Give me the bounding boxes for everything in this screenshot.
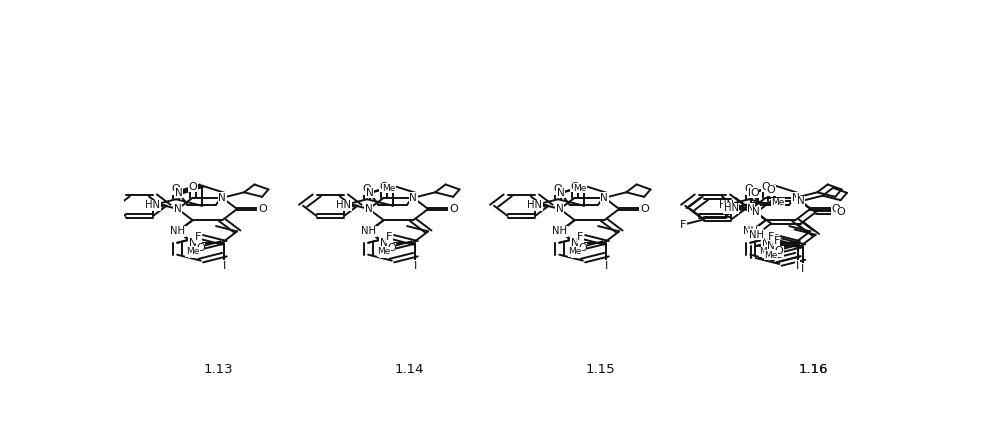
Text: O: O bbox=[745, 184, 753, 194]
Text: HN: HN bbox=[336, 200, 352, 210]
Text: NH: NH bbox=[748, 230, 763, 240]
Text: O: O bbox=[363, 184, 372, 194]
Text: I: I bbox=[801, 264, 804, 274]
Text: N: N bbox=[557, 188, 565, 198]
Text: N: N bbox=[767, 241, 775, 251]
Text: NH: NH bbox=[744, 226, 758, 236]
Text: O: O bbox=[761, 182, 770, 192]
Text: N: N bbox=[791, 193, 799, 203]
Text: O: O bbox=[571, 182, 580, 192]
Text: O: O bbox=[449, 204, 458, 214]
Text: F: F bbox=[680, 220, 686, 230]
Text: NH: NH bbox=[553, 226, 568, 236]
Text: N: N bbox=[747, 204, 754, 214]
Text: O: O bbox=[750, 187, 759, 198]
Text: Me: Me bbox=[771, 198, 785, 207]
Text: O: O bbox=[640, 204, 649, 214]
Text: O: O bbox=[196, 243, 205, 253]
Text: O: O bbox=[769, 243, 778, 253]
Text: Me: Me bbox=[764, 251, 778, 260]
Text: N: N bbox=[174, 204, 182, 214]
Text: F: F bbox=[578, 232, 583, 242]
Text: HN: HN bbox=[719, 200, 734, 210]
Text: F: F bbox=[195, 232, 202, 242]
Text: 1.14: 1.14 bbox=[395, 363, 424, 376]
Text: O: O bbox=[257, 204, 266, 214]
Text: N: N bbox=[410, 193, 417, 203]
Text: N: N bbox=[571, 238, 579, 248]
Text: I: I bbox=[796, 261, 799, 271]
Text: F: F bbox=[386, 232, 393, 242]
Text: HN: HN bbox=[724, 204, 739, 214]
Text: Me: Me bbox=[377, 247, 391, 256]
Text: N: N bbox=[752, 208, 760, 217]
Text: N: N bbox=[762, 247, 769, 257]
Text: Me: Me bbox=[759, 247, 772, 256]
Text: 1.16: 1.16 bbox=[799, 363, 828, 376]
Text: N: N bbox=[747, 188, 755, 198]
Text: N: N bbox=[600, 193, 608, 203]
Text: O: O bbox=[766, 185, 775, 195]
Text: Me: Me bbox=[186, 247, 200, 256]
Text: O: O bbox=[831, 204, 840, 214]
Text: Me: Me bbox=[568, 247, 581, 256]
Text: NH: NH bbox=[362, 226, 377, 236]
Text: O: O bbox=[380, 182, 388, 192]
Text: I: I bbox=[223, 261, 226, 271]
Text: O: O bbox=[387, 243, 396, 253]
Text: Me: Me bbox=[574, 184, 586, 193]
Text: I: I bbox=[605, 261, 608, 271]
Text: N: N bbox=[380, 238, 388, 248]
Text: 1.15: 1.15 bbox=[585, 363, 615, 376]
Text: Me: Me bbox=[383, 184, 396, 193]
Text: O: O bbox=[774, 246, 783, 256]
Text: F: F bbox=[768, 232, 774, 242]
Text: N: N bbox=[571, 238, 579, 248]
Text: HN: HN bbox=[528, 200, 543, 210]
Text: N: N bbox=[380, 238, 388, 248]
Text: N: N bbox=[797, 196, 805, 206]
Text: N: N bbox=[365, 204, 373, 214]
Text: N: N bbox=[189, 247, 196, 257]
Text: 1.13: 1.13 bbox=[204, 363, 233, 376]
Text: N: N bbox=[380, 247, 388, 257]
Text: N: N bbox=[219, 193, 227, 203]
Text: N: N bbox=[761, 238, 769, 248]
Text: HN: HN bbox=[145, 200, 160, 210]
Text: NH: NH bbox=[170, 226, 185, 236]
Text: O: O bbox=[554, 184, 563, 194]
Text: N: N bbox=[175, 188, 183, 198]
Text: N: N bbox=[189, 238, 197, 248]
Text: N: N bbox=[571, 247, 579, 257]
Text: N: N bbox=[556, 204, 564, 214]
Text: N: N bbox=[761, 238, 769, 248]
Text: O: O bbox=[188, 182, 197, 192]
Text: O: O bbox=[579, 243, 586, 253]
Text: I: I bbox=[414, 261, 417, 271]
Text: F: F bbox=[773, 236, 780, 246]
Text: O: O bbox=[837, 208, 845, 217]
Text: O: O bbox=[172, 184, 180, 194]
Text: N: N bbox=[366, 188, 374, 198]
Text: N: N bbox=[189, 238, 197, 248]
Text: 1.16: 1.16 bbox=[799, 363, 828, 376]
